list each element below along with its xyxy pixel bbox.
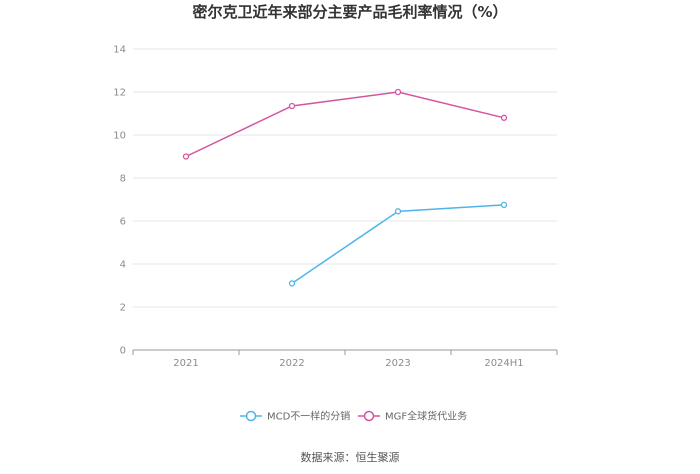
y-tick-label: 2	[120, 303, 126, 314]
data-point[interactable]	[288, 102, 296, 110]
data-point[interactable]	[500, 114, 508, 121]
series-1	[288, 201, 508, 287]
x-tick-label: 2022	[279, 358, 304, 369]
chart-title: 密尔克卫近年来部分主要产品毛利率情况（%）	[192, 3, 507, 21]
data-point[interactable]	[288, 280, 296, 287]
x-axis: 2021 2022 2023 2024H1	[132, 349, 558, 369]
data-point[interactable]	[394, 88, 402, 96]
grid	[133, 48, 557, 308]
data-point[interactable]	[182, 153, 190, 160]
y-tick-label: 4	[120, 260, 126, 271]
y-tick-label: 0	[120, 346, 126, 357]
series-line	[291, 204, 505, 284]
series-layer	[182, 88, 508, 287]
y-tick-label: 12	[113, 88, 126, 99]
legend[interactable]: MCD不一样的分销 MGF全球货代业务	[240, 410, 467, 423]
data-source: 数据来源：恒生聚源	[301, 450, 400, 464]
x-tick-label: 2021	[173, 358, 198, 369]
legend-item[interactable]: MGF全球货代业务	[358, 410, 467, 423]
series-line	[185, 91, 505, 158]
y-tick-label: 8	[120, 174, 126, 185]
legend-label: MGF全球货代业务	[385, 410, 467, 423]
data-point[interactable]	[500, 201, 508, 209]
x-tick-label: 2023	[385, 358, 410, 369]
series-2	[182, 88, 508, 160]
legend-item[interactable]: MCD不一样的分销	[240, 410, 350, 423]
y-tick-label: 14	[113, 45, 126, 56]
y-tick-label: 10	[113, 131, 126, 142]
legend-marker-icon	[363, 410, 375, 422]
x-tick-label: 2024H1	[484, 358, 523, 369]
y-axis: 0 2 4 6 8 10 12 14	[113, 45, 126, 357]
y-tick-label: 6	[120, 217, 126, 228]
legend-label: MCD不一样的分销	[267, 410, 350, 423]
data-point[interactable]	[394, 208, 402, 215]
legend-marker-icon	[245, 410, 257, 422]
